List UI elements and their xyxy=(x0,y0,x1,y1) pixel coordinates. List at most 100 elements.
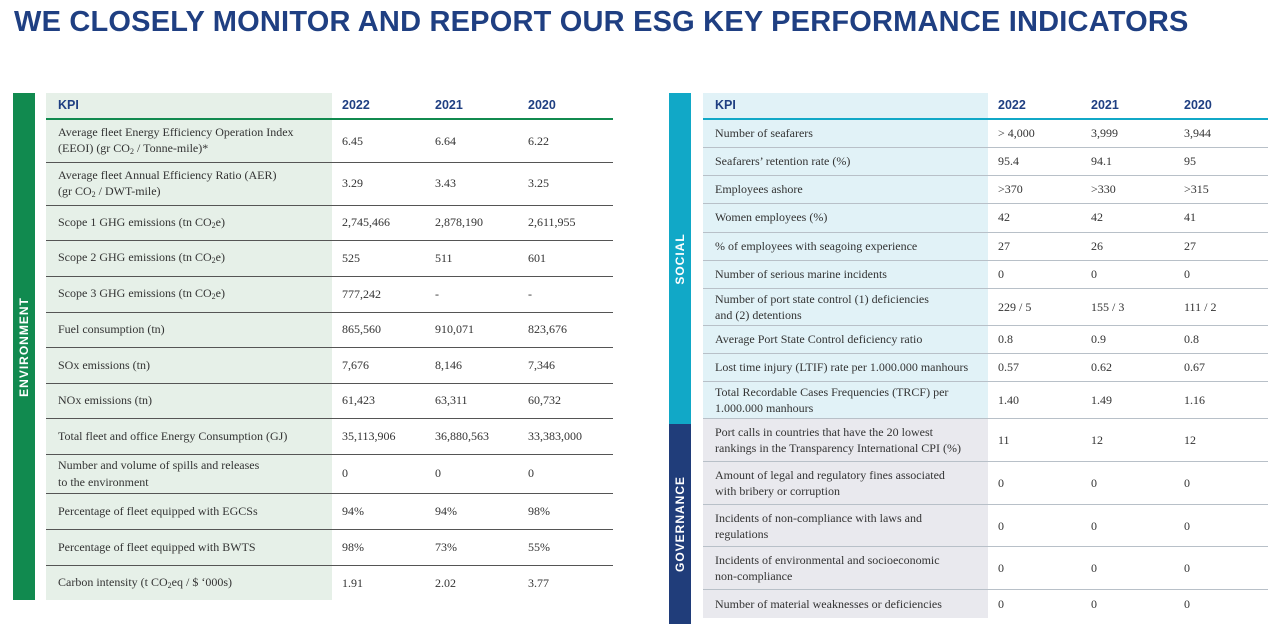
value-2020: 0 xyxy=(1174,260,1268,289)
value-2022: 1.91 xyxy=(342,575,363,590)
value-2022: 777,242 xyxy=(332,276,425,313)
kpi-line: Seafarers’ retention rate (%) xyxy=(715,153,851,168)
kpi-line: Scope 3 GHG emissions (tn CO xyxy=(58,286,212,301)
kpi-line: Total fleet and office Energy Consumptio… xyxy=(58,428,288,443)
value-2022: 525 xyxy=(332,240,425,277)
table-row: Scope 3 GHG emissions (tn CO2e) 777,242- - xyxy=(46,276,613,313)
table-row: NOx emissions (tn) 61,423 63,311 60,732 xyxy=(46,383,613,419)
kpi-line: NOx emissions (tn) xyxy=(58,393,152,408)
value-2022: > 4,000 xyxy=(988,119,1081,148)
kpi-line: with bribery or corruption xyxy=(715,484,840,499)
kpi-line: Lost time injury (LTIF) rate per 1.000.0… xyxy=(715,360,969,375)
table-row: Lost time injury (LTIF) rate per 1.000.0… xyxy=(703,353,1268,382)
kpi-label: Fuel consumption (tn) xyxy=(46,312,332,348)
value-2021: 0.62 xyxy=(1081,353,1174,382)
kpi-label: NOx emissions (tn) xyxy=(46,383,332,419)
value-2022: 61,423 xyxy=(332,383,425,419)
value-2021: 0.9 xyxy=(1081,325,1174,354)
kpi-subscript: 2 xyxy=(91,189,96,199)
value-2021: 94.1 xyxy=(1081,147,1174,176)
table-row: % of employees with seagoing experience 2… xyxy=(703,232,1268,261)
value-2021: 12 xyxy=(1081,418,1174,463)
kpi-label: Lost time injury (LTIF) rate per 1.000.0… xyxy=(703,353,988,382)
kpi-label: Incidents of non-compliance with laws an… xyxy=(703,504,988,548)
value-2022: 3.29 xyxy=(332,162,425,206)
value-2020: 3,944 xyxy=(1174,119,1268,148)
kpi-line: (gr CO xyxy=(58,183,92,198)
value-2020: 0 xyxy=(1174,461,1268,506)
kpi-line: Average fleet Energy Efficiency Operatio… xyxy=(58,124,294,139)
kpi-line: Amount of legal and regulatory fines ass… xyxy=(715,468,945,483)
header-kpi: KPI xyxy=(46,93,332,120)
table-row: Incidents of environmental and socioecon… xyxy=(703,546,1268,591)
value-2020: 41 xyxy=(1174,203,1268,233)
table-row: Number of seafarers > 4,000 3,999 3,944 xyxy=(703,119,1268,148)
governance-band: GOVERNANCE xyxy=(669,424,691,624)
kpi-line: to the environment xyxy=(58,474,149,489)
kpi-line: Incidents of non-compliance with laws an… xyxy=(715,510,922,525)
kpi-line: rankings in the Transparency Internation… xyxy=(715,441,961,456)
kpi-line: Number of seafarers xyxy=(715,126,813,141)
value-2020: 823,676 xyxy=(518,312,613,348)
value-2021: 0 xyxy=(1081,504,1174,548)
kpi-subscript: 2 xyxy=(129,146,134,156)
value-2022: 35,113,906 xyxy=(332,418,425,455)
kpi-line: e) xyxy=(215,214,225,229)
table-row: Number and volume of spills and releases… xyxy=(46,454,613,494)
kpi-line: % of employees with seagoing experience xyxy=(715,238,918,253)
value-2022: 0 xyxy=(988,260,1081,289)
value-2021: 94% xyxy=(425,493,518,530)
value-2021: - xyxy=(425,276,518,313)
value-2021: 2,878,190 xyxy=(425,205,518,241)
kpi-label: SOx emissions (tn) xyxy=(46,347,332,384)
kpi-label: Women employees (%) xyxy=(703,203,988,233)
kpi-label: Percentage of fleet equipped with EGCSs xyxy=(46,493,332,530)
kpi-line: e) xyxy=(215,286,225,301)
kpi-line: eq / $ ‘000s) xyxy=(171,574,232,589)
value-2022: 0 xyxy=(988,546,1081,591)
table-row: Carbon intensity (t CO2eq / $ ‘000s) 1.91… xyxy=(46,565,613,600)
kpi-label: % of employees with seagoing experience xyxy=(703,232,988,261)
value-2021: 0 xyxy=(1081,546,1174,591)
kpi-line: Percentage of fleet equipped with EGCSs xyxy=(58,503,258,518)
value-2020: 0.8 xyxy=(1174,325,1268,354)
value-2020: 12 xyxy=(1174,418,1268,463)
value-2022: 0.57 xyxy=(988,353,1081,382)
value-2022: 1.40 xyxy=(988,381,1081,420)
table-row: Total Recordable Cases Frequencies (TRCF… xyxy=(703,381,1268,420)
page-title: WE CLOSELY MONITOR AND REPORT OUR ESG KE… xyxy=(14,6,1189,38)
value-2021: 63,311 xyxy=(425,383,518,419)
kpi-subscript: 2 xyxy=(167,580,172,590)
value-2021: 0 xyxy=(425,454,518,494)
value-2021: 155 / 3 xyxy=(1081,288,1174,326)
value-2020: 98% xyxy=(518,493,613,530)
environment-kpi-table: KPI 2022 2021 2020 Average fleet Energy … xyxy=(46,93,613,600)
kpi-line: and (2) detentions xyxy=(715,307,802,322)
kpi-line: Employees ashore xyxy=(715,181,803,196)
table-row: Incidents of non-compliance with laws an… xyxy=(703,504,1268,548)
environment-label: ENVIRONMENT xyxy=(17,296,31,397)
kpi-line: Percentage of fleet equipped with BWTS xyxy=(58,539,256,554)
value-2020: 111 / 2 xyxy=(1174,288,1268,326)
value-2022: 865,560 xyxy=(332,312,425,348)
table-row: Seafarers’ retention rate (%) 95.4 94.1 95 xyxy=(703,147,1268,176)
kpi-line: Scope 2 GHG emissions (tn CO xyxy=(58,250,212,265)
value-2020: 0 xyxy=(1174,546,1268,591)
kpi-label: Scope 1 GHG emissions (tn CO2e) xyxy=(46,205,332,241)
kpi-line: Number and volume of spills and releases xyxy=(58,458,260,473)
value-2020: 0 xyxy=(1184,596,1190,611)
value-2022: 11 xyxy=(988,418,1081,463)
kpi-label: Number of port state control (1) deficie… xyxy=(703,288,988,326)
kpi-label: Seafarers’ retention rate (%) xyxy=(703,147,988,176)
table-row: Number of serious marine incidents 0 0 0 xyxy=(703,260,1268,289)
value-2020: 3.25 xyxy=(518,162,613,206)
value-2020: >315 xyxy=(1174,175,1268,204)
kpi-label: Number of material weaknesses or deficie… xyxy=(703,589,988,618)
value-2022: 94% xyxy=(332,493,425,530)
value-2020: 0 xyxy=(518,454,613,494)
kpi-label: Employees ashore xyxy=(703,175,988,204)
value-2022: 0 xyxy=(332,454,425,494)
kpi-label: Average fleet Annual Efficiency Ratio (A… xyxy=(46,162,332,206)
value-2021: 2.02 xyxy=(435,575,456,590)
header-kpi: KPI xyxy=(703,93,988,120)
